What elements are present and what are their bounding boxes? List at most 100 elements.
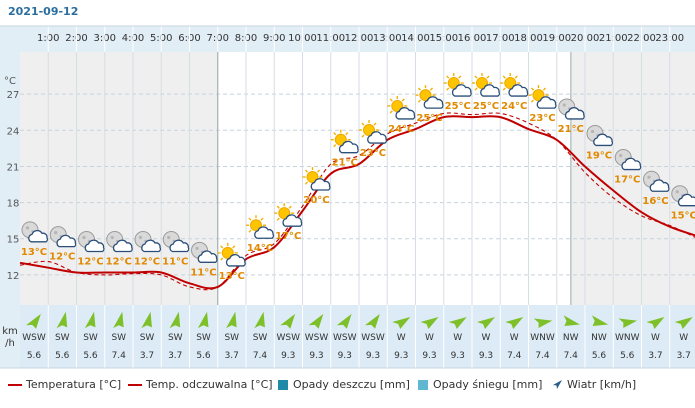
wind-unit-label: /h <box>5 338 15 349</box>
temperature-point-label: 19°C <box>586 150 612 161</box>
moon-crater <box>675 190 679 194</box>
wind-arrow-icon <box>113 311 124 329</box>
wind-direction-label: SW <box>168 333 183 343</box>
wind-direction-label: NW <box>563 333 579 343</box>
wind-arrow-shape <box>254 311 265 329</box>
wind-direction-label: SW <box>253 333 268 343</box>
temperature-point-label: 25°C <box>416 113 442 124</box>
temperature-point-label: 20°C <box>303 195 329 206</box>
sun-ray <box>288 205 292 209</box>
sun-ray <box>542 87 547 91</box>
sun-ray <box>417 99 422 103</box>
moon-crater <box>138 235 143 240</box>
temperature-point-label: 25°C <box>445 101 471 112</box>
wind-arrow-icon <box>674 317 693 329</box>
wind-arrow-shape <box>674 317 693 329</box>
wind-speed-label: 7.4 <box>507 351 522 361</box>
sun-ray <box>446 87 450 91</box>
cloud-shape <box>451 84 472 97</box>
sun-ray <box>304 181 309 185</box>
temperature-point-label: 24°C <box>501 101 527 112</box>
wind-speed-label: 9.3 <box>338 351 352 361</box>
cloud-shape <box>621 157 642 171</box>
sun-ray <box>429 87 434 91</box>
moon-crater <box>562 103 566 107</box>
moon-crater <box>25 226 30 230</box>
wind-speed-label: 5.6 <box>55 351 70 361</box>
y-tick-label: 21 <box>7 162 20 173</box>
moon-cloud-icon <box>49 226 77 248</box>
temperature-point-label: 12°C <box>49 252 75 263</box>
wind-speed-label: 9.3 <box>309 351 323 361</box>
wind-arrow-shape <box>336 313 352 329</box>
wind-speed-label: 7.4 <box>112 351 127 361</box>
moon-crater <box>619 153 623 158</box>
cloud-shape <box>197 250 218 263</box>
cloud-shape <box>310 178 331 191</box>
cloud-shape <box>112 239 133 253</box>
cloud-shape <box>480 84 501 97</box>
wind-speed-label: 5.6 <box>620 351 635 361</box>
legend-item-rain: Opady deszczu [mm] <box>278 378 410 391</box>
wind-direction-label: WNW <box>530 333 555 343</box>
wind-speed-label: 9.3 <box>422 351 436 361</box>
wind-arrow-icon <box>254 311 265 329</box>
cloud-shape <box>282 214 303 227</box>
moon-cloud-icon <box>134 230 162 253</box>
temperature-point-label: 17°C <box>275 231 301 242</box>
wind-speed-label: 3.7 <box>225 351 239 361</box>
wind-speed-label: 3.7 <box>168 351 182 361</box>
legend-label-temperature: Temperatura [°C] <box>26 378 122 391</box>
axis-band <box>0 26 20 368</box>
sun-ray <box>458 75 462 79</box>
y-tick-label: 27 <box>7 90 20 101</box>
sun-disc <box>278 207 291 220</box>
wind-speed-label: 5.6 <box>592 351 607 361</box>
wind-arrow-icon <box>563 315 580 326</box>
sun-disc <box>363 124 375 137</box>
wind-arrow-icon <box>591 315 609 326</box>
cloud-shape <box>536 96 557 109</box>
wind-speed-label: 9.3 <box>281 351 295 361</box>
y-tick-label: 24 <box>7 126 20 137</box>
moon-cloud-icon <box>643 170 670 192</box>
hour-header-band <box>0 26 695 52</box>
sun-ray <box>502 75 506 79</box>
wind-arrow-icon <box>477 317 495 329</box>
sun-cloud-icon <box>443 73 472 97</box>
temperature-point-label: 23°C <box>360 148 386 159</box>
wind-arrow-shape <box>392 317 411 329</box>
wind-arrow-icon <box>169 311 181 329</box>
wind-direction-label: SW <box>55 333 70 343</box>
wind-speed-label: 5.6 <box>83 351 98 361</box>
sun-ray <box>333 144 337 148</box>
cloud-shape <box>225 254 246 267</box>
wind-direction-label: WNW <box>615 333 640 343</box>
sun-cloud-icon <box>246 215 275 239</box>
sun-ray <box>248 229 252 233</box>
sun-disc <box>504 77 517 90</box>
moon-crater <box>82 235 86 240</box>
wind-direction-label: WSW <box>333 333 357 343</box>
sun-cloud-icon <box>302 167 331 191</box>
wind-arrow-shape <box>280 313 296 329</box>
sun-ray <box>248 217 252 221</box>
wind-direction-label: WSW <box>361 333 385 343</box>
temperature-point-label: 13°C <box>21 247 47 258</box>
sun-disc <box>334 133 347 146</box>
moon-cloud-icon <box>106 230 133 253</box>
wind-speed-label: 9.3 <box>451 351 465 361</box>
sun-cloud-icon <box>217 242 246 267</box>
sun-ray <box>502 87 506 91</box>
y-tick-label: 15 <box>7 235 20 246</box>
wind-unit-label: km <box>2 326 18 337</box>
sun-ray <box>486 75 490 79</box>
legend-item-temperature: Temperatura [°C] <box>8 378 121 391</box>
sun-disc <box>221 246 234 259</box>
moon-crater <box>167 235 171 240</box>
sun-disc <box>306 171 319 184</box>
sun-ray <box>220 245 224 249</box>
sun-ray <box>474 75 478 79</box>
temperature-point-label: 15°C <box>671 211 695 222</box>
